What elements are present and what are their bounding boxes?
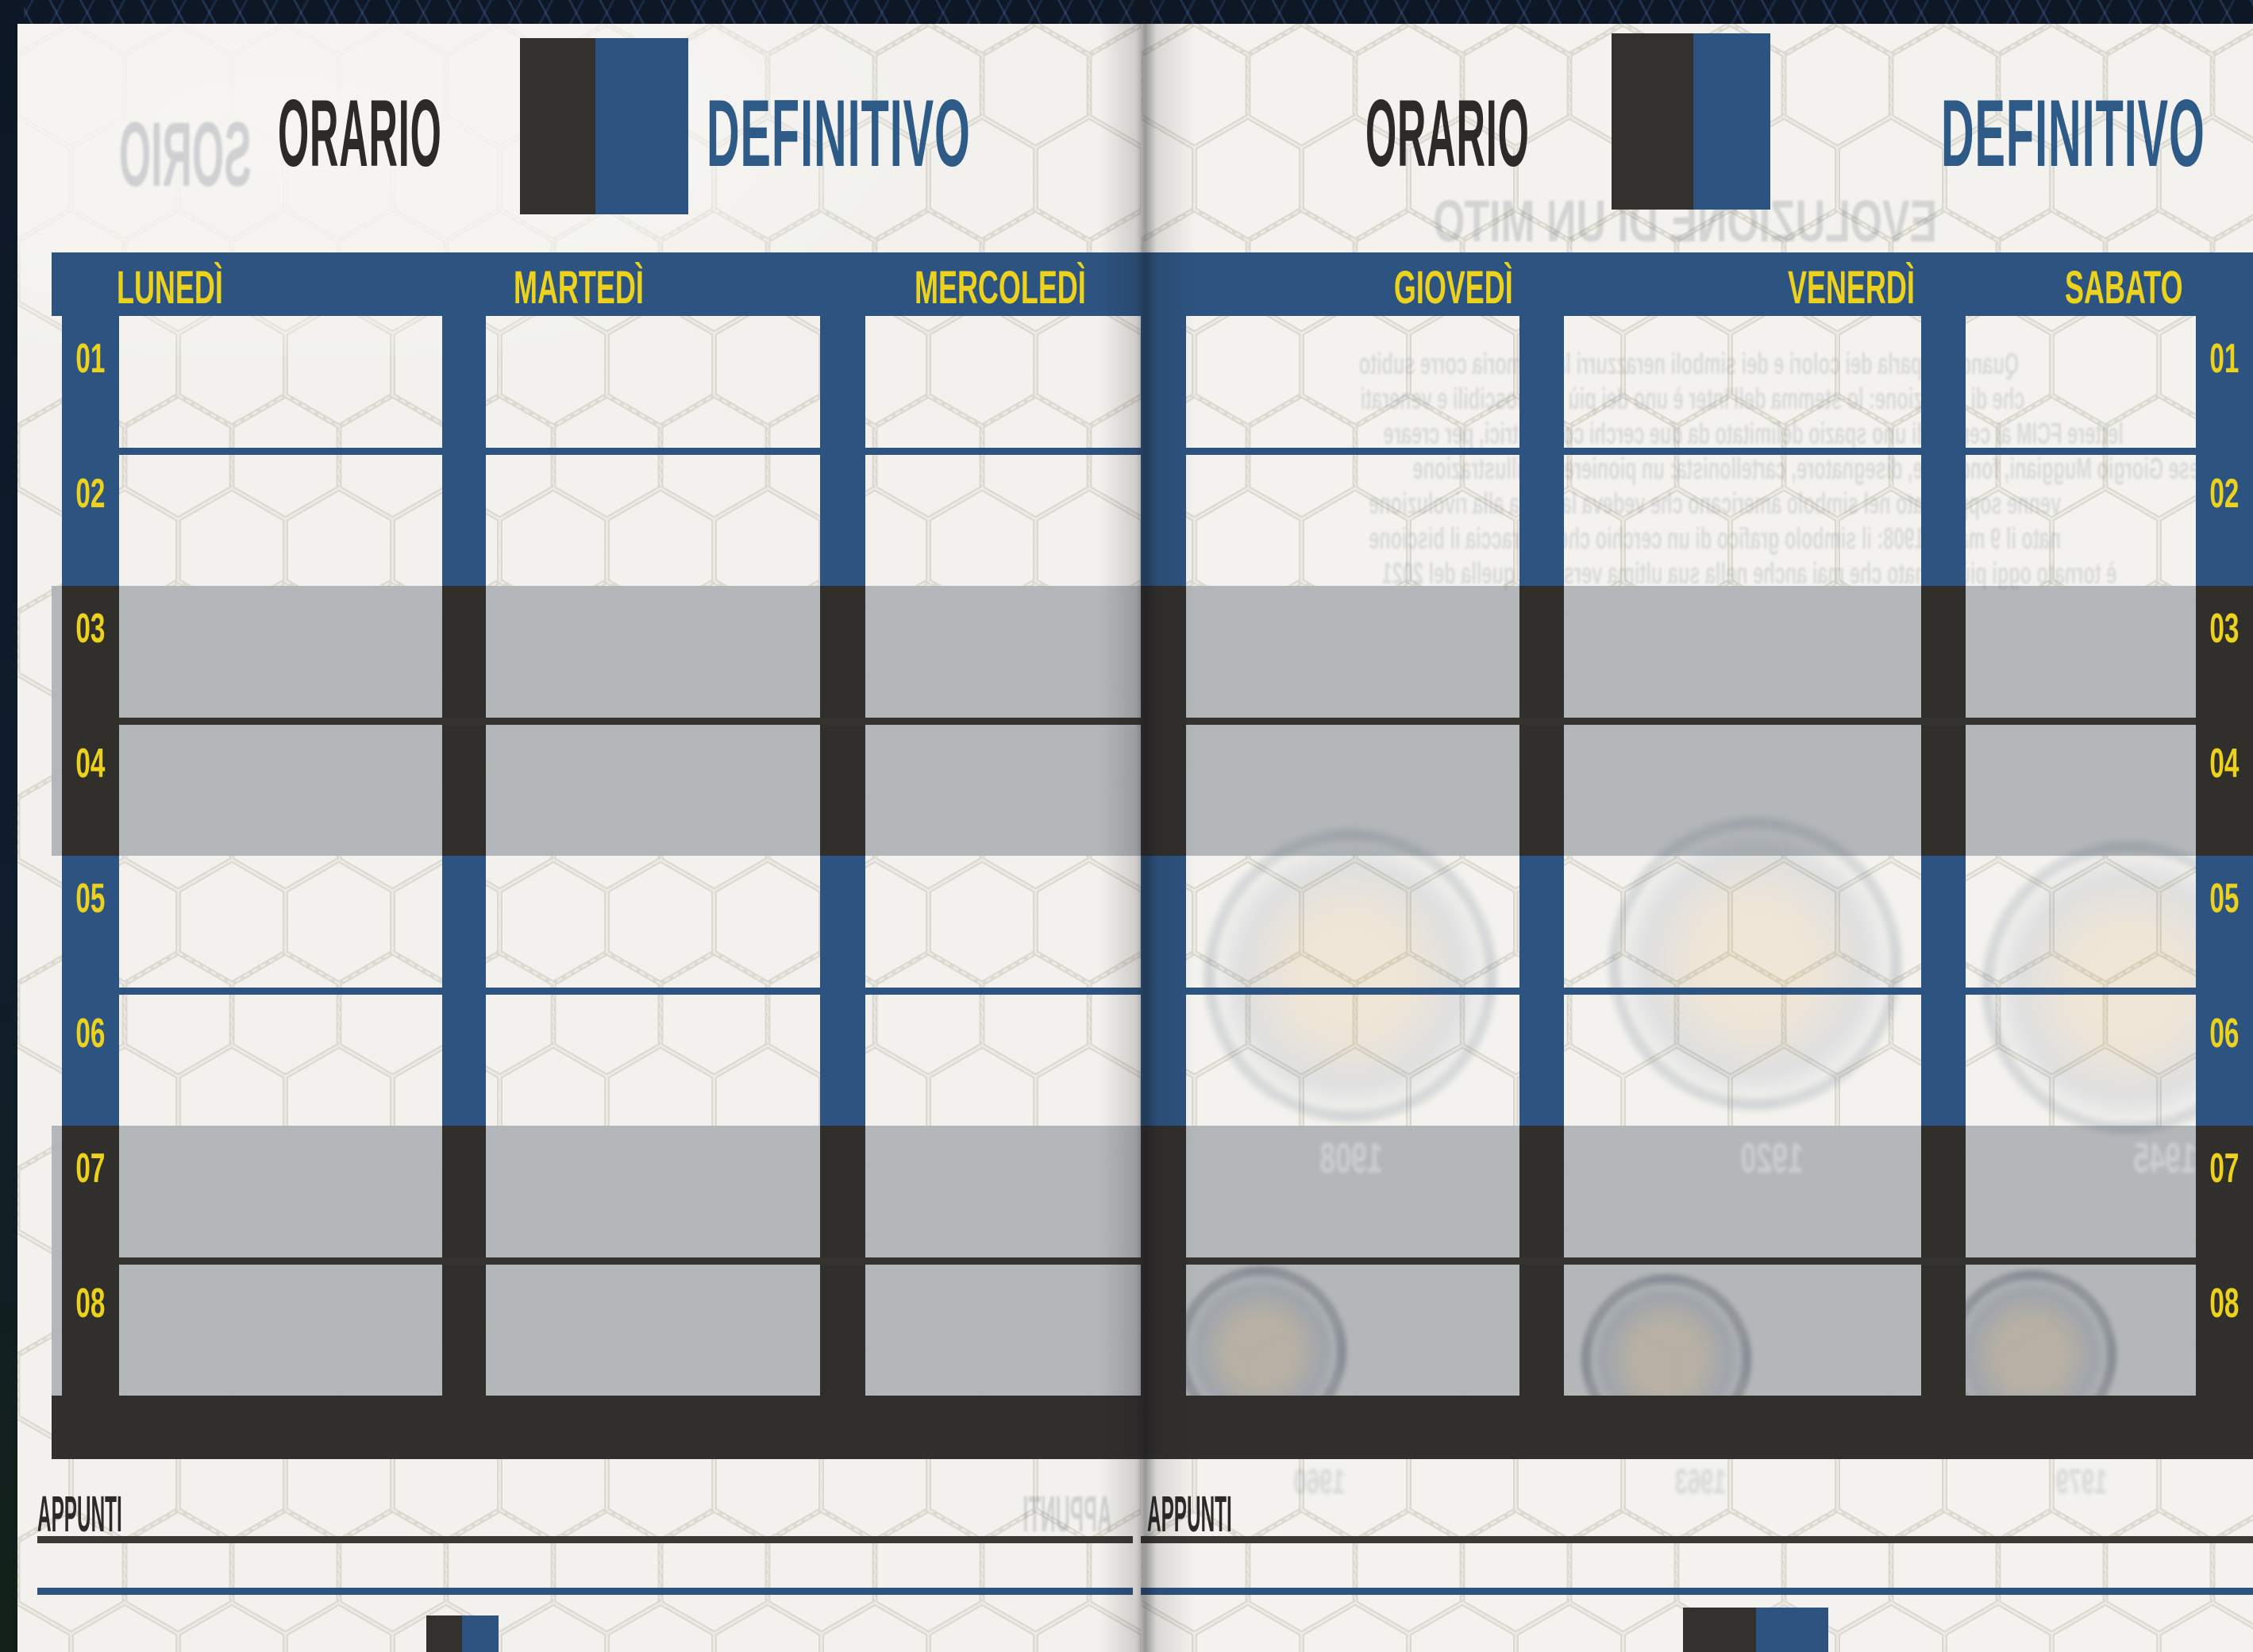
bleedthrough-text-line: Quando si parla dei colori e dei simboli…: [1358, 348, 2020, 381]
hour-number: 06: [75, 1011, 106, 1057]
bleedthrough-year: 1979: [2055, 1462, 2108, 1501]
notes-line-blue: [1141, 1588, 2253, 1595]
hour-number: 08: [2209, 1280, 2240, 1327]
footer-divider-black-half: [1683, 1608, 1756, 1652]
notes-line-black: [1141, 1536, 2253, 1543]
column-divider-1: [442, 316, 486, 1396]
bleedthrough-year: 1920: [1740, 1134, 1804, 1182]
page-title-orario: ORARIO: [1365, 80, 1530, 187]
footer-divider-black-half: [426, 1615, 462, 1652]
day-label-giovedi: GIOVEDÌ: [1394, 262, 1513, 314]
hour-number: 06: [2209, 1011, 2240, 1057]
hour-number: 03: [75, 606, 106, 652]
footer-divider-blue-half: [462, 1615, 499, 1652]
row-separator-07-08: [1186, 1257, 2196, 1265]
bleedthrough-text-line: lettere FCIM al centro di uno spazio del…: [1383, 418, 2124, 451]
notes-heading: APPUNTI: [1147, 1485, 1232, 1542]
hour-number: 01: [2209, 336, 2240, 382]
header-divider-block: [1612, 33, 1770, 210]
day-label-martedi: MARTEDÌ: [514, 262, 644, 314]
footer-divider-block: [1683, 1608, 1828, 1652]
header-divider-blue-half: [1693, 33, 1770, 210]
row-separator-05-06: [119, 988, 1141, 995]
row-separator-05-06: [1186, 988, 2196, 995]
hour-number: 07: [75, 1146, 106, 1192]
header-divider-black-half: [520, 38, 595, 214]
row-separator-07-08: [119, 1257, 1141, 1265]
bleedthrough-mirrored-appunti: APPUNTI: [1023, 1485, 1112, 1542]
bleedthrough-text-line: venne soppiantato nel simbolo americano …: [1369, 487, 2062, 521]
day-label-lunedi: LUNEDÌ: [117, 262, 223, 314]
hour-number: 02: [75, 471, 106, 517]
footer-divider-blue-half: [1756, 1608, 1828, 1652]
gutter-edge-strip: [1141, 316, 1186, 1396]
hour-number: 08: [75, 1280, 106, 1327]
hour-number: 03: [2209, 606, 2240, 652]
hour-number-strip: [62, 316, 119, 1396]
bleedthrough-year: 1908: [1319, 1134, 1383, 1182]
row-separator-03-04: [119, 718, 1141, 725]
page-title-definitivo: DEFINITIVO: [1941, 80, 2205, 187]
day-label-sabato: SABATO: [2065, 262, 2183, 314]
row-separator-01-02: [119, 448, 1141, 455]
grid-bottom-bar: [1141, 1396, 2253, 1459]
bleedthrough-crest-circle: [1204, 830, 1496, 1122]
hour-number: 05: [75, 876, 106, 922]
notes-line-black: [37, 1536, 1133, 1543]
column-divider-2: [820, 316, 865, 1396]
bleedthrough-text-line: milanese Giorgio Muggiani, fondatore, di…: [1412, 452, 2249, 486]
bleedthrough-text-line: nato il 9 marzo 1908: il simbolo grafico…: [1369, 522, 2062, 556]
hour-number: 01: [75, 336, 106, 382]
column-divider-2: [1921, 316, 1966, 1396]
bleedthrough-year: 1963: [1674, 1462, 1727, 1501]
bleedthrough-text-line: che di collezione: lo stemma dell'Inter …: [1360, 383, 2025, 416]
day-label-mercoledi: MERCOLEDÌ: [915, 262, 1086, 314]
row-separator-01-02: [1186, 448, 2196, 455]
page-title-orario: ORARIO: [278, 80, 442, 187]
hour-number-strip: [2196, 316, 2253, 1396]
hour-number: 04: [75, 741, 106, 787]
header-divider-block: [520, 38, 688, 214]
left-page: SORIO APPUNTI ORARIO DEFINITIVO LUNEDÌ M…: [17, 24, 1141, 1652]
notes-heading: APPUNTI: [37, 1485, 122, 1542]
bleedthrough-text-line: è tornato oggi più stimato che mai anche…: [1381, 557, 2117, 591]
bleedthrough-crest-circle: [1609, 818, 1901, 1110]
day-header-bar: GIOVEDÌ VENERDÌ SABATO: [1141, 252, 2253, 316]
day-header-bar: LUNEDÌ MARTEDÌ MERCOLEDÌ: [52, 252, 1141, 316]
right-page: EVOLUZIONE DI UN MITO LA STORIA DELLO ST…: [1141, 24, 2253, 1652]
header-divider-black-half: [1612, 33, 1693, 210]
day-label-venerdi: VENERDÌ: [1788, 262, 1915, 314]
notes-line-blue: [37, 1588, 1133, 1595]
row-separator-03-04: [1186, 718, 2196, 725]
grid-bottom-bar: [52, 1396, 1141, 1459]
hour-number: 07: [2209, 1146, 2240, 1192]
hour-number: 05: [2209, 876, 2240, 922]
diary-cover-edge-top: [0, 0, 2253, 24]
hour-number: 02: [2209, 471, 2240, 517]
column-divider-1: [1519, 316, 1564, 1396]
hour-number: 04: [2209, 741, 2240, 787]
footer-divider-block: [426, 1615, 499, 1652]
header-divider-blue-half: [595, 38, 688, 214]
page-title-definitivo: DEFINITIVO: [707, 80, 971, 187]
